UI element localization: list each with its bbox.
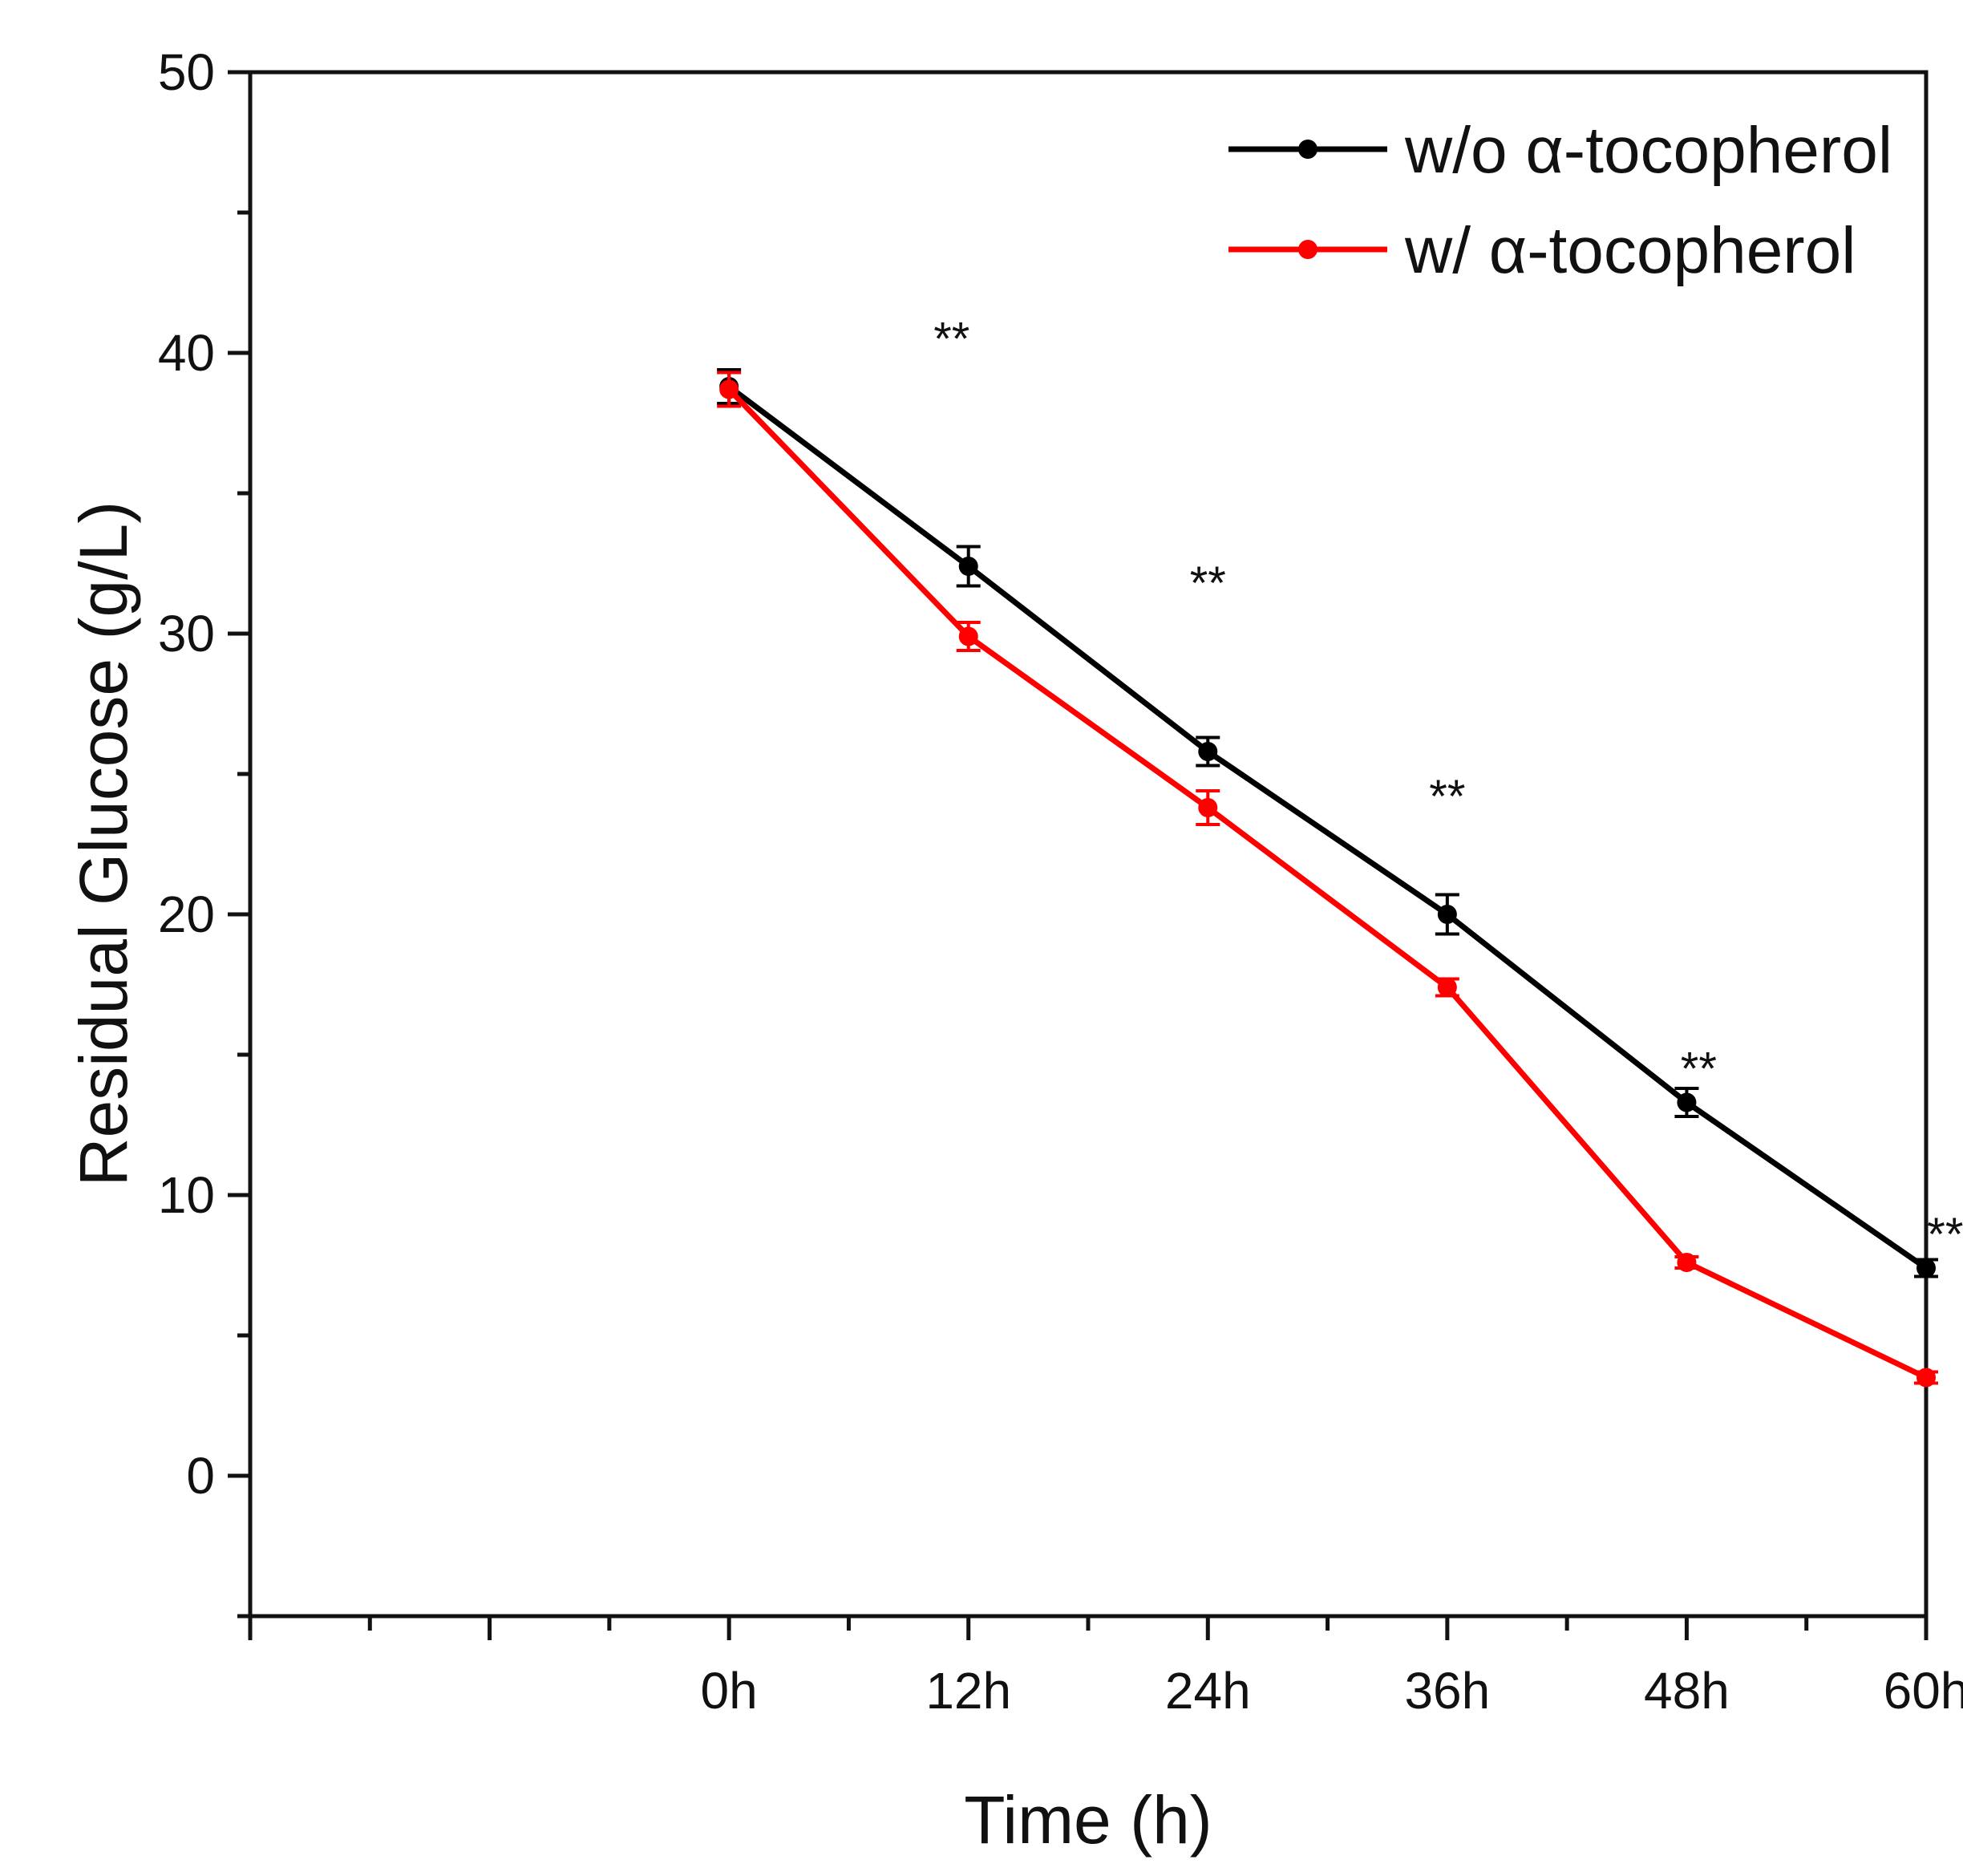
data-point [1437,905,1457,924]
x-tick-label: 60h [1884,1662,1963,1720]
y-tick-label: 30 [158,605,215,662]
y-tick-label: 50 [158,43,215,101]
significance-marker: ** [1927,1209,1963,1261]
data-point [1677,1092,1697,1112]
legend-item: w/o α-tocopherol [1228,114,1892,187]
series-layer [717,368,1938,1388]
series-without-tocopherol [717,368,1938,1278]
x-tick-label: 0h [701,1662,758,1720]
legend: w/o α-tocopherol w/ α-tocopherol [1228,114,1892,287]
data-point [1677,1253,1697,1272]
data-point [719,379,739,399]
data-point [958,557,978,576]
data-point [1916,1258,1936,1278]
x-tick-label: 36h [1404,1662,1490,1720]
significance-marker: ** [933,314,969,366]
x-tick-label: 24h [1165,1662,1251,1720]
annotations: ** ** ** ** ** [933,314,1963,1262]
legend-marker [1298,240,1317,259]
significance-marker: ** [1681,1043,1717,1096]
x-tick-label: 12h [925,1662,1011,1720]
plot-frame [248,70,1929,1619]
y-axis: 0 10 20 30 40 50 [158,43,250,1619]
y-tick-label: 40 [158,324,215,382]
legend-marker [1298,140,1317,159]
data-point [1198,798,1218,817]
x-axis: 0h 12h 24h 36h 48h 60h [248,1616,1963,1720]
data-point [1916,1367,1936,1388]
series-line [727,387,1928,1380]
legend-label: w/o α-tocopherol [1404,114,1892,187]
y-axis-title: Residual Glucose (g/L) [66,501,141,1186]
series-with-tocopherol [717,371,1938,1388]
significance-marker: ** [1429,771,1465,823]
x-tick-label: 48h [1644,1662,1730,1720]
data-point [1437,978,1457,997]
x-axis-title: Time (h) [964,1782,1212,1858]
series-line [727,384,1928,1270]
legend-label: w/ α-tocopherol [1404,214,1856,287]
significance-marker: ** [1190,557,1226,610]
y-tick-label: 20 [158,885,215,943]
data-point [958,626,978,646]
y-tick-label: 0 [186,1447,215,1505]
y-tick-label: 10 [158,1166,215,1224]
legend-item: w/ α-tocopherol [1228,214,1856,287]
data-point [1198,742,1218,761]
